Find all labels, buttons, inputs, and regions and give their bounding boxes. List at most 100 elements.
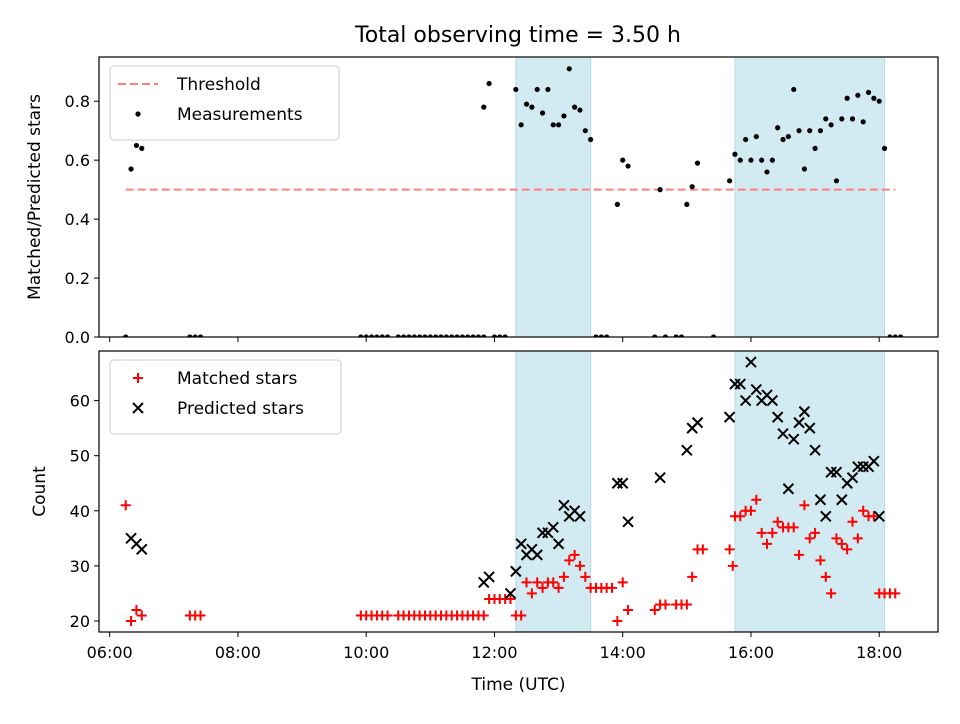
predicted-stars-point — [771, 411, 784, 423]
measurement-point — [481, 334, 487, 337]
measurement-point — [572, 104, 578, 110]
measurement-point — [662, 334, 669, 337]
measurement-point — [577, 107, 583, 113]
measurement-point — [534, 86, 540, 93]
matched-stars-point — [735, 511, 746, 522]
predicted-stars-point — [691, 416, 704, 429]
matched-stars-point — [649, 604, 660, 615]
legend-box — [109, 65, 340, 141]
measurement-point — [197, 334, 204, 337]
measurement-point — [726, 178, 733, 184]
measurement-point — [598, 334, 604, 337]
y-tick-label: 0.8 — [65, 92, 90, 111]
chart-title: Total observing time = 3.50 h — [354, 23, 681, 48]
x-tick-label: 08:00 — [215, 643, 261, 662]
measurement-point — [769, 157, 775, 163]
measurement-point — [657, 187, 663, 193]
y-tick-label: 50 — [70, 447, 90, 466]
matched-stars-point — [136, 610, 147, 621]
measurement-point — [374, 334, 380, 337]
measurement-point — [732, 151, 738, 157]
measurement-point — [753, 133, 759, 140]
y-tick-label: 40 — [70, 502, 90, 521]
bottom-panel: 20 30 40 50 60 06:00 08:00 10:00 12:00 14:00 16:00… — [30, 350, 939, 695]
measurement-point — [764, 169, 770, 175]
matched-stars-point — [569, 549, 580, 560]
matched-stars-point — [804, 533, 815, 544]
measurement-point — [187, 334, 193, 337]
measurement-point — [497, 334, 503, 337]
matched-stars-point — [847, 516, 858, 527]
measurement-point — [491, 334, 498, 337]
axes-frame — [98, 350, 939, 633]
measurement-point — [427, 334, 433, 337]
measurement-point — [133, 142, 140, 149]
legend-box — [109, 359, 342, 435]
predicted-stars-point — [782, 483, 795, 495]
predicted-stars-point — [483, 571, 495, 583]
legend-label: Matched stars — [177, 369, 297, 389]
measurement-point — [673, 334, 679, 337]
measurement-point — [433, 334, 439, 337]
measurement-point — [710, 334, 717, 337]
measurement-point — [780, 136, 786, 143]
measurement-point — [817, 128, 824, 134]
matched-stars-point — [521, 577, 532, 588]
matched-stars-point — [687, 571, 698, 582]
matched-stars-point — [612, 615, 623, 626]
matched-stars-point — [195, 610, 206, 621]
matched-stars-point — [553, 582, 564, 593]
matched-stars-point — [810, 527, 821, 538]
measurement-point — [652, 334, 658, 337]
predicted-stars-point — [510, 565, 522, 578]
predicted-stars-point — [681, 444, 693, 456]
measurement-point — [807, 128, 813, 134]
measurement-point — [566, 66, 572, 72]
predicted-stars-point — [830, 466, 843, 478]
predicted-stars-point — [734, 378, 746, 390]
matched-stars-point — [852, 533, 863, 544]
matched-stars-point — [516, 610, 527, 621]
measurement-point — [123, 334, 129, 337]
measurement-point — [881, 145, 888, 151]
measurement-point — [828, 122, 834, 128]
measurement-point — [865, 89, 872, 95]
predicted-stars-point — [804, 422, 816, 434]
matched-stars-point — [478, 610, 489, 621]
legend-label: Threshold — [176, 75, 261, 95]
predicted-stars-point — [531, 549, 543, 561]
matched-stars-point — [681, 599, 692, 610]
y-tick-label: 0.2 — [65, 269, 90, 288]
measurement-point — [192, 334, 198, 337]
matched-stars-point — [820, 571, 831, 582]
matched-stars-point — [131, 604, 142, 615]
measurement-point — [358, 334, 364, 337]
predicted-stars-point — [750, 383, 763, 396]
measurement-point — [454, 334, 460, 337]
measurement-point — [379, 334, 385, 337]
measurement-point — [812, 145, 818, 151]
y-axis-label: Count — [30, 466, 50, 517]
predicted-stars-point — [622, 516, 634, 528]
measurement-point — [502, 334, 508, 337]
matched-stars-point — [537, 582, 548, 593]
y-tick-label: 60 — [70, 392, 90, 411]
measurement-point — [775, 125, 781, 131]
measurement-point — [678, 334, 685, 337]
x-tick-label: 18:00 — [856, 643, 902, 662]
matched-stars-point — [697, 544, 708, 555]
measurement-point — [523, 101, 530, 107]
measurement-point — [459, 334, 465, 337]
measurement-point — [406, 334, 412, 337]
predicted-stars-point — [515, 538, 527, 550]
observing-window-band — [515, 351, 592, 632]
observing-window-band — [515, 57, 592, 337]
measurement-point — [684, 201, 690, 207]
measurement-point — [475, 334, 482, 337]
matched-stars-point — [890, 588, 901, 599]
matched-stars-point — [660, 599, 671, 610]
predicted-stars-point — [654, 472, 666, 484]
plot-area — [120, 351, 901, 632]
